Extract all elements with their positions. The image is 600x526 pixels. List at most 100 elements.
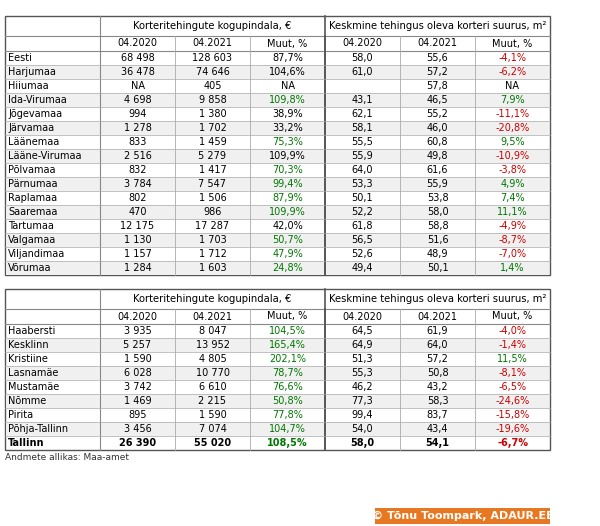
Text: 2 215: 2 215 xyxy=(199,396,227,406)
Text: 54,0: 54,0 xyxy=(352,424,373,434)
Text: 109,9%: 109,9% xyxy=(269,151,306,161)
Text: Hiiumaa: Hiiumaa xyxy=(8,81,49,91)
Text: Korteritehingute kogupindala, €: Korteritehingute kogupindala, € xyxy=(133,294,292,304)
Text: 68 498: 68 498 xyxy=(121,53,154,63)
Text: Kristiine: Kristiine xyxy=(8,354,48,364)
Text: 51,3: 51,3 xyxy=(352,354,373,364)
Text: Kesklinn: Kesklinn xyxy=(8,340,49,350)
Text: 1 278: 1 278 xyxy=(124,123,151,133)
Text: -6,7%: -6,7% xyxy=(497,438,528,448)
Text: Viljandimaa: Viljandimaa xyxy=(8,249,65,259)
Text: -6,5%: -6,5% xyxy=(499,382,527,392)
Text: 76,6%: 76,6% xyxy=(272,382,303,392)
Text: 57,2: 57,2 xyxy=(427,354,448,364)
Text: 1 702: 1 702 xyxy=(199,123,226,133)
Text: 04.2021: 04.2021 xyxy=(418,311,458,321)
Text: -10,9%: -10,9% xyxy=(496,151,530,161)
Text: 75,3%: 75,3% xyxy=(272,137,303,147)
Text: 9 858: 9 858 xyxy=(199,95,226,105)
Text: 109,8%: 109,8% xyxy=(269,95,306,105)
Text: 108,5%: 108,5% xyxy=(267,438,308,448)
Text: 1 590: 1 590 xyxy=(199,410,226,420)
Text: 61,6: 61,6 xyxy=(427,165,448,175)
Text: 58,3: 58,3 xyxy=(427,396,448,406)
Bar xyxy=(6,366,549,380)
Text: Eesti: Eesti xyxy=(8,53,32,63)
Text: 77,3: 77,3 xyxy=(352,396,373,406)
Bar xyxy=(5,16,550,275)
Text: 7,4%: 7,4% xyxy=(500,193,525,203)
Text: 50,8: 50,8 xyxy=(427,368,448,378)
Text: -7,0%: -7,0% xyxy=(499,249,527,259)
Text: -11,1%: -11,1% xyxy=(496,109,530,119)
Text: 17 287: 17 287 xyxy=(196,221,230,231)
Text: 46,0: 46,0 xyxy=(427,123,448,133)
Text: 58,8: 58,8 xyxy=(427,221,448,231)
Text: 49,8: 49,8 xyxy=(427,151,448,161)
Text: 46,2: 46,2 xyxy=(352,382,373,392)
Text: 04.2020: 04.2020 xyxy=(118,311,157,321)
Bar xyxy=(6,422,549,436)
Text: 04.2021: 04.2021 xyxy=(193,311,233,321)
Bar xyxy=(6,65,549,79)
Text: Pirita: Pirita xyxy=(8,410,33,420)
Text: Raplamaa: Raplamaa xyxy=(8,193,57,203)
Bar xyxy=(5,289,550,450)
Text: Muut, %: Muut, % xyxy=(268,311,308,321)
Text: 87,7%: 87,7% xyxy=(272,53,303,63)
Text: 61,0: 61,0 xyxy=(352,67,373,77)
Text: 54,1: 54,1 xyxy=(425,438,449,448)
Text: 3 742: 3 742 xyxy=(124,382,151,392)
Text: Põlvamaa: Põlvamaa xyxy=(8,165,56,175)
Text: Mustamäe: Mustamäe xyxy=(8,382,59,392)
Text: Jõgevamaa: Jõgevamaa xyxy=(8,109,62,119)
Text: 833: 833 xyxy=(128,137,146,147)
Text: 5 257: 5 257 xyxy=(124,340,152,350)
Text: -1,4%: -1,4% xyxy=(499,340,527,350)
Text: 48,9: 48,9 xyxy=(427,249,448,259)
Text: 56,5: 56,5 xyxy=(352,235,373,245)
Text: 50,1: 50,1 xyxy=(427,263,448,273)
Text: 55,2: 55,2 xyxy=(427,109,448,119)
Text: 64,9: 64,9 xyxy=(352,340,373,350)
Text: Pärnumaa: Pärnumaa xyxy=(8,179,58,189)
Text: -8,1%: -8,1% xyxy=(499,368,527,378)
Text: 3 456: 3 456 xyxy=(124,424,151,434)
Text: 5 279: 5 279 xyxy=(199,151,227,161)
Text: 64,5: 64,5 xyxy=(352,326,373,336)
Text: 38,9%: 38,9% xyxy=(272,109,303,119)
Text: Lääne-Virumaa: Lääne-Virumaa xyxy=(8,151,82,161)
Text: 1 590: 1 590 xyxy=(124,354,151,364)
Text: 7 074: 7 074 xyxy=(199,424,226,434)
Text: 46,5: 46,5 xyxy=(427,95,448,105)
Text: 49,4: 49,4 xyxy=(352,263,373,273)
Text: 104,7%: 104,7% xyxy=(269,424,306,434)
Bar xyxy=(6,394,549,408)
Text: 10 770: 10 770 xyxy=(196,368,229,378)
Bar xyxy=(6,121,549,135)
Text: 43,2: 43,2 xyxy=(427,382,448,392)
Text: 1 157: 1 157 xyxy=(124,249,151,259)
Text: 04.2021: 04.2021 xyxy=(193,38,233,48)
Text: 11,1%: 11,1% xyxy=(497,207,528,217)
Text: © Tõnu Toompark, ADAUR.EE: © Tõnu Toompark, ADAUR.EE xyxy=(371,511,553,521)
Text: 78,7%: 78,7% xyxy=(272,368,303,378)
Text: 55,5: 55,5 xyxy=(352,137,373,147)
Text: 55,9: 55,9 xyxy=(352,151,373,161)
Text: 1 712: 1 712 xyxy=(199,249,226,259)
Text: 11,5%: 11,5% xyxy=(497,354,528,364)
Text: 70,3%: 70,3% xyxy=(272,165,303,175)
Text: 55,3: 55,3 xyxy=(352,368,373,378)
Text: 87,9%: 87,9% xyxy=(272,193,303,203)
Text: 109,9%: 109,9% xyxy=(269,207,306,217)
Text: -6,2%: -6,2% xyxy=(499,67,527,77)
Text: 77,8%: 77,8% xyxy=(272,410,303,420)
Text: 1 417: 1 417 xyxy=(199,165,226,175)
Text: 9,5%: 9,5% xyxy=(500,137,525,147)
Text: 55,6: 55,6 xyxy=(427,53,448,63)
Text: Järvamaa: Järvamaa xyxy=(8,123,54,133)
Bar xyxy=(6,149,549,163)
Text: 802: 802 xyxy=(128,193,147,203)
Text: 12 175: 12 175 xyxy=(121,221,155,231)
Text: Keskmine tehingus oleva korteri suurus, m²: Keskmine tehingus oleva korteri suurus, … xyxy=(329,21,546,31)
